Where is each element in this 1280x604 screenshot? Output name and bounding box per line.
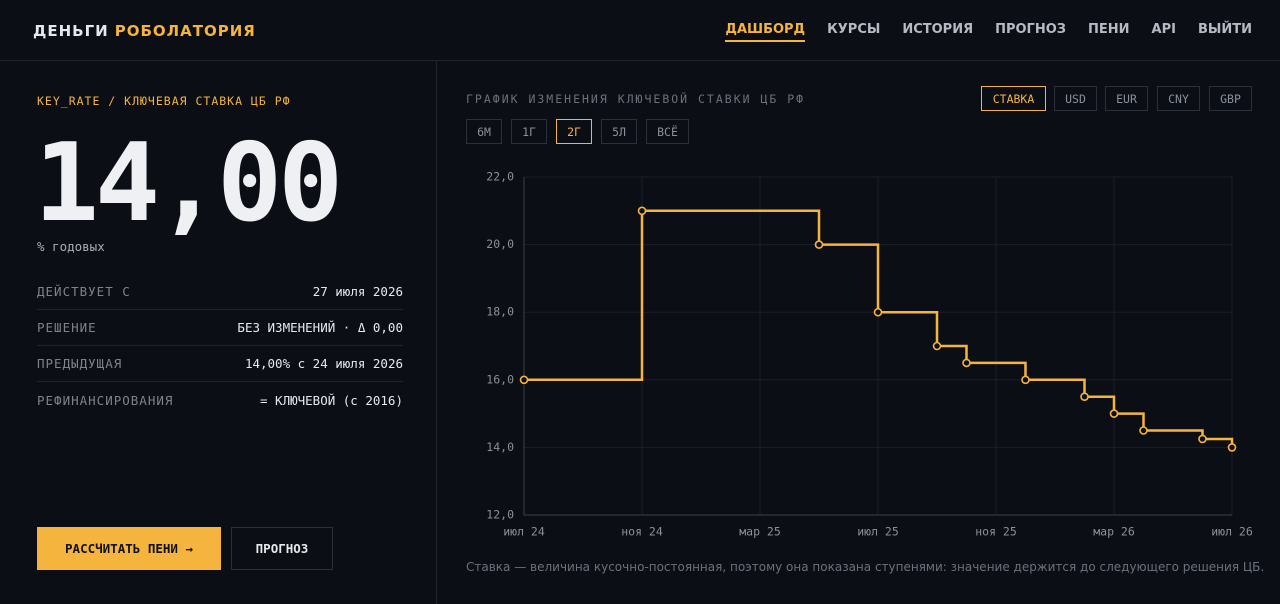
period-tab[interactable]: 1Г [511, 119, 547, 144]
x-tick-label: июл 24 [503, 525, 545, 539]
step-segment [1202, 437, 1234, 448]
step-segment [1084, 395, 1116, 414]
y-tick-label: 12,0 [486, 508, 514, 522]
rate-point [1021, 375, 1030, 385]
info-row: ПРЕДЫДУЩАЯ 14,00% с 24 июля 2026 [37, 346, 403, 382]
rate-point [962, 358, 971, 368]
rate-point [1227, 443, 1237, 452]
x-tick-label: ноя 25 [975, 525, 1017, 539]
nav-item[interactable]: API [1151, 22, 1176, 37]
period-tab[interactable]: ВСЁ [646, 119, 689, 144]
y-tick-label: 14,0 [486, 440, 514, 454]
x-tick-label: ноя 24 [621, 525, 663, 539]
nav-item[interactable]: КУРСЫ [827, 22, 881, 37]
summary-panel: KEY_RATE / КЛЮЧЕВАЯ СТАВКА ЦБ РФ 14,00 %… [0, 61, 437, 604]
info-value: = КЛЮЧЕВОЙ (с 2016) [260, 392, 403, 408]
step-segment [937, 344, 968, 363]
nav-item[interactable]: ПРОГНОЗ [995, 22, 1067, 37]
info-value: БЕЗ ИЗМЕНЕНИЙ · Δ 0,00 [237, 320, 403, 335]
info-row: ДЕЙСТВУЕТ С 27 июля 2026 [37, 274, 403, 310]
nav-item[interactable]: ДАШБОРД [725, 22, 806, 42]
rate-point [1080, 392, 1089, 402]
info-key: РЕФИНАНСИРОВАНИЯ [37, 392, 174, 408]
x-tick-label: июл 26 [1211, 525, 1253, 539]
nav-item[interactable]: ИСТОРИЯ [902, 22, 974, 37]
series-tab[interactable]: USD [1054, 86, 1097, 111]
info-rows: ДЕЙСТВУЕТ С 27 июля 2026 РЕШЕНИЕ БЕЗ ИЗМЕН… [37, 274, 403, 418]
y-tick-label: 20,0 [486, 237, 514, 251]
info-key: РЕШЕНИЕ [37, 320, 97, 335]
nav-item[interactable]: ВЫЙТИ [1197, 22, 1252, 37]
rate-value: 14,00 [34, 121, 343, 246]
header: ДЕНЬГИ РОБОЛАТОРИЯ ДАШБОРД КУРСЫ ИСТОРИЯ … [0, 0, 1280, 61]
rate-point [637, 206, 647, 216]
x-tick-label: мар 25 [739, 525, 781, 539]
rate-point [873, 307, 883, 317]
chart-title: ГРАФИК ИЗМЕНЕНИЯ КЛЮЧЕВОЙ СТАВКИ ЦБ РФ [466, 92, 806, 106]
chart-note: Ставка — величина кусочно-постоянная, по… [466, 560, 1265, 574]
info-row: РЕФИНАНСИРОВАНИЯ = КЛЮЧЕВОЙ (с 2016) [37, 382, 403, 418]
info-key: ДЕЙСТВУЕТ С [37, 284, 131, 299]
info-row: РЕШЕНИЕ БЕЗ ИЗМЕНЕНИЙ · Δ 0,00 [37, 310, 403, 346]
brand-accent: РОБОЛАТОРИЯ [114, 22, 256, 40]
info-value: 14,00% с 24 июля 2026 [244, 356, 403, 371]
info-key: ПРЕДЫДУЩАЯ [37, 356, 123, 371]
y-tick-label: 18,0 [486, 305, 514, 319]
x-tick-label: июл 25 [857, 525, 899, 539]
brand[interactable]: ДЕНЬГИ РОБОЛАТОРИЯ [33, 22, 256, 40]
step-segment [524, 210, 644, 382]
series-tab[interactable]: GBP [1209, 86, 1252, 111]
step-segment [966, 361, 1027, 380]
step-segment [878, 310, 939, 346]
series-tab[interactable]: CNY [1157, 86, 1200, 111]
penalty-button[interactable]: РАССЧИТАТЬ ПЕНИ → [37, 527, 221, 570]
rate-point [1109, 409, 1119, 418]
info-value: 27 июля 2026 [312, 284, 403, 299]
nav: ДАШБОРД КУРСЫ ИСТОРИЯ ПРОГНОЗ ПЕНИ API В… [725, 22, 1252, 42]
period-tab[interactable]: 2Г [556, 119, 592, 144]
series-tab[interactable]: СТАВКА [981, 86, 1046, 111]
x-tick-label: мар 26 [1093, 525, 1135, 539]
forecast-button[interactable]: ПРОГНОЗ [231, 527, 333, 570]
rate-point [1139, 426, 1148, 435]
rate-point [932, 341, 942, 351]
y-tick-label: 22,0 [486, 170, 514, 184]
y-tick-label: 16,0 [486, 372, 514, 386]
step-segment [819, 243, 880, 313]
rate-unit: % годовых [37, 239, 105, 254]
series-tab[interactable]: EUR [1105, 86, 1148, 111]
nav-item[interactable]: ПЕНИ [1088, 22, 1130, 37]
step-segment [1114, 412, 1145, 431]
rate-point [814, 240, 824, 249]
step-segment [1143, 429, 1204, 439]
period-tab[interactable]: 5Л [601, 119, 637, 144]
rate-point [519, 375, 529, 385]
rate-point [1198, 434, 1207, 444]
step-segment [1025, 378, 1086, 397]
rate-code: KEY_RATE / КЛЮЧЕВАЯ СТАВКА ЦБ РФ [37, 94, 291, 108]
brand-text: ДЕНЬГИ [33, 22, 109, 40]
step-segment [642, 209, 821, 245]
period-tab[interactable]: 6М [466, 119, 502, 144]
